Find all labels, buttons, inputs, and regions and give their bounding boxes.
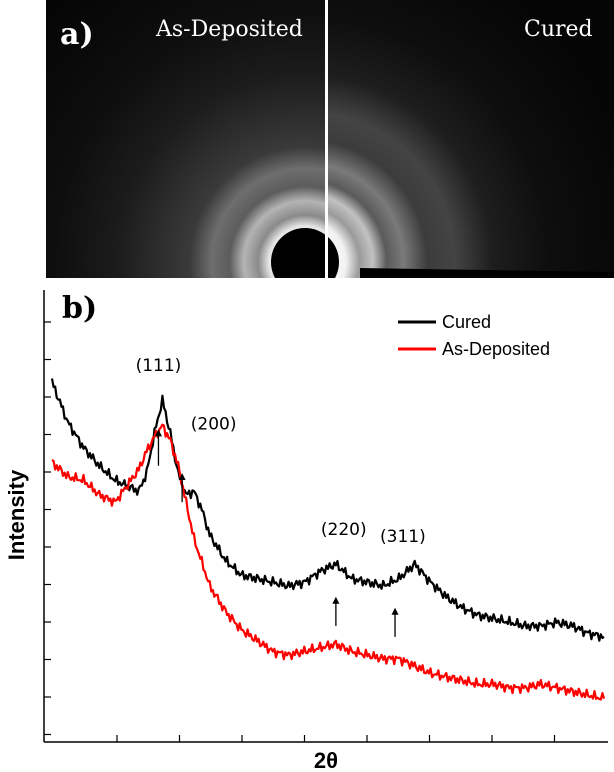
diffraction-image-cured bbox=[328, 0, 614, 278]
diffraction-panel: a) As-Deposited Cured bbox=[46, 0, 614, 278]
peak-arrow-head-220 bbox=[332, 596, 340, 604]
series-line-as-deposited bbox=[51, 423, 606, 701]
y-ticks bbox=[44, 321, 51, 736]
series-line-cured bbox=[50, 378, 605, 642]
y-axis-title: Intensity bbox=[4, 469, 29, 560]
beam-stop-right bbox=[328, 236, 339, 278]
peak-label-200: (200) bbox=[191, 414, 237, 434]
peak-arrow-head-200 bbox=[178, 473, 186, 481]
annotation-layer: (111) (200) (220) (311) bbox=[136, 356, 426, 637]
legend: Cured As-Deposited bbox=[398, 312, 550, 359]
peak-label-220: (220) bbox=[321, 520, 367, 540]
x-axis-title: 2θ bbox=[314, 748, 338, 772]
panel-a-label: a) bbox=[60, 17, 94, 52]
beam-stop-left bbox=[271, 228, 326, 278]
x-ticks bbox=[116, 735, 556, 742]
series-layer bbox=[50, 378, 606, 701]
legend-label-as-deposited: As-Deposited bbox=[442, 339, 550, 359]
legend-label-cured: Cured bbox=[442, 312, 491, 332]
as-deposited-image-label: As-Deposited bbox=[155, 17, 303, 42]
cured-image-label: Cured bbox=[524, 17, 593, 42]
peak-arrow-head-311 bbox=[391, 607, 399, 615]
xrd-plot: b) (111) (200) (220) (311) Cured As-Deposit… bbox=[4, 290, 608, 772]
peak-arrow-head-111 bbox=[154, 429, 162, 437]
beam-stop-arm bbox=[360, 268, 614, 278]
image-divider bbox=[325, 0, 328, 278]
peak-label-111: (111) bbox=[136, 356, 182, 376]
peak-label-311: (311) bbox=[380, 527, 426, 547]
panel-b-label: b) bbox=[62, 291, 97, 326]
diffraction-image-as-deposited bbox=[46, 0, 326, 278]
